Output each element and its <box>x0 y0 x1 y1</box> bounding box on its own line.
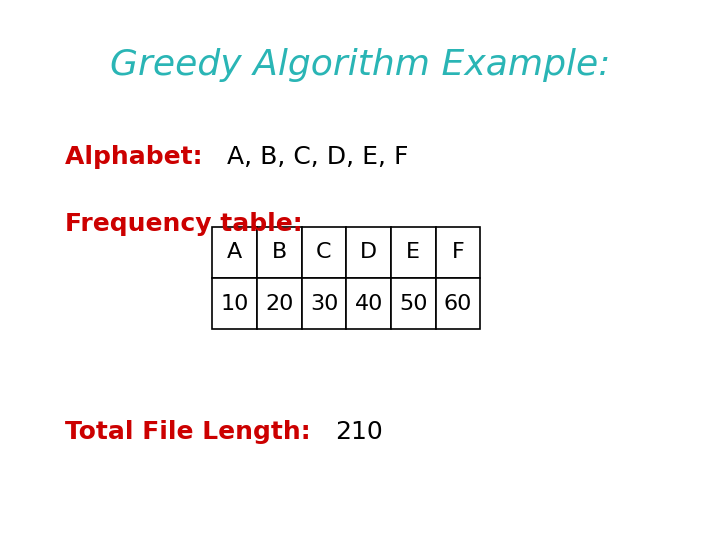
Bar <box>391 278 436 329</box>
Bar <box>257 227 302 278</box>
Bar <box>212 278 257 329</box>
Bar <box>257 278 302 329</box>
Text: 10: 10 <box>220 294 249 314</box>
Text: Frequency table:: Frequency table: <box>65 212 302 236</box>
Text: 40: 40 <box>354 294 383 314</box>
Bar <box>302 227 346 278</box>
Bar <box>436 227 480 278</box>
Bar <box>346 227 391 278</box>
Text: 20: 20 <box>265 294 294 314</box>
Bar <box>436 278 480 329</box>
Text: C: C <box>316 242 332 262</box>
Text: B: B <box>271 242 287 262</box>
Bar <box>346 278 391 329</box>
Text: Total File Length:: Total File Length: <box>65 420 319 444</box>
Text: Alphabet:: Alphabet: <box>65 145 211 168</box>
Text: 30: 30 <box>310 294 338 314</box>
Text: 210: 210 <box>335 420 382 444</box>
Text: A, B, C, D, E, F: A, B, C, D, E, F <box>227 145 408 168</box>
Text: E: E <box>406 242 420 262</box>
Bar <box>302 278 346 329</box>
Bar <box>212 227 257 278</box>
Text: D: D <box>360 242 377 262</box>
Text: A: A <box>227 242 243 262</box>
Bar <box>391 227 436 278</box>
Text: 50: 50 <box>399 294 428 314</box>
Text: Greedy Algorithm Example:: Greedy Algorithm Example: <box>110 48 610 82</box>
Text: 60: 60 <box>444 294 472 314</box>
Text: F: F <box>451 242 464 262</box>
